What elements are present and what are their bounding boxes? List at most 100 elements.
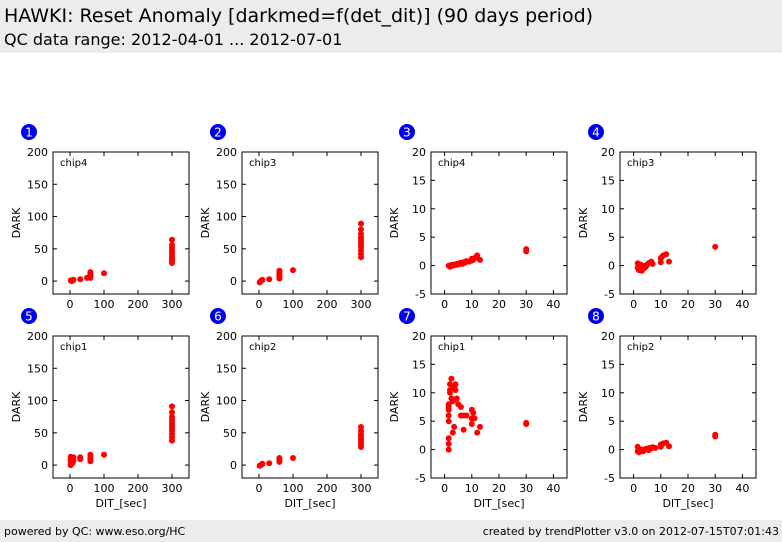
data-point (169, 409, 175, 416)
chip-label: chip2 (249, 342, 276, 353)
data-point (259, 276, 266, 283)
x-axis-label: DIT_[sec] (662, 497, 713, 510)
data-point (471, 415, 478, 422)
panel-number: 1 (25, 126, 33, 140)
data-point (77, 454, 84, 461)
data-point (358, 226, 364, 233)
data-point (169, 236, 175, 243)
data-point (266, 460, 273, 467)
data-point (169, 241, 175, 248)
data-point (87, 269, 94, 276)
x-tick-label: 30 (708, 482, 722, 495)
y-tick-label: 0 (230, 459, 237, 472)
panel-number: 2 (214, 126, 222, 140)
y-tick-label: 5 (419, 415, 426, 428)
y-tick-label: 20 (601, 146, 615, 159)
panel-number-badge (21, 124, 37, 140)
data-point (457, 404, 464, 410)
x-axis-label: DIT_[sec] (473, 497, 524, 510)
y-tick-label: 20 (412, 146, 426, 159)
x-tick-label: 300 (351, 298, 372, 311)
x-tick-label: 10 (465, 482, 479, 495)
y-tick-label: 50 (34, 427, 48, 440)
data-point (290, 267, 296, 274)
x-tick-label: 20 (492, 482, 506, 495)
y-tick-label: 5 (608, 415, 615, 428)
data-point (445, 440, 452, 447)
x-tick-label: 0 (441, 298, 448, 311)
y-axis-label: DARK (199, 391, 212, 422)
panel-number: 4 (592, 126, 600, 140)
panel-number-badge (210, 124, 226, 140)
y-tick-label: 150 (27, 362, 48, 375)
y-tick-label: 150 (216, 178, 237, 191)
data-point (70, 454, 77, 461)
x-tick-label: 20 (681, 298, 695, 311)
y-tick-label: 0 (41, 275, 48, 288)
data-point (266, 276, 273, 283)
data-point (712, 431, 719, 438)
panel-number-badge (210, 308, 226, 324)
chip-label: chip4 (60, 158, 87, 169)
y-tick-label: 200 (27, 146, 48, 159)
y-axis-label: DARK (577, 391, 590, 422)
y-axis-label: DARK (10, 391, 23, 422)
y-axis-label: DARK (577, 207, 590, 238)
x-tick-label: 40 (735, 482, 749, 495)
data-point (452, 381, 459, 388)
y-tick-label: 100 (216, 395, 237, 408)
panel-number: 8 (592, 310, 600, 324)
chip-label: chip4 (438, 158, 465, 169)
y-tick-label: 200 (216, 330, 237, 343)
y-axis-label: DARK (388, 391, 401, 422)
data-point (448, 375, 455, 382)
x-tick-label: 40 (546, 298, 560, 311)
x-tick-label: 10 (654, 298, 668, 311)
panel-number: 3 (403, 126, 411, 140)
data-point (276, 267, 283, 274)
panel-number-badge (399, 124, 415, 140)
plot-panel-8: 0 10 20 30 40 -5 0 5 10 15 20 DARK DIT_[sec] chip2 8 (577, 308, 757, 510)
y-tick-label: 0 (230, 275, 237, 288)
data-point (70, 276, 77, 283)
data-point (468, 421, 475, 427)
plot-panel-6: 0 100 200 300 0 50 100 150 200 DARK DIT_[sec] chip2… (199, 308, 379, 510)
panel-number-badge (21, 308, 37, 324)
chip-label: chip1 (60, 342, 87, 353)
data-point (460, 426, 467, 433)
y-tick-label: 0 (41, 459, 48, 472)
plot-frame (52, 335, 190, 479)
report-footer: powered by QC: www.eso.org/HC created by… (0, 520, 782, 542)
panel-number: 5 (25, 310, 33, 324)
x-tick-label: 200 (317, 298, 338, 311)
x-tick-label: 200 (317, 482, 338, 495)
x-tick-label: 10 (654, 482, 668, 495)
x-tick-label: 0 (256, 482, 263, 495)
data-point (77, 276, 84, 283)
y-tick-label: 150 (216, 362, 237, 375)
data-point (477, 256, 483, 263)
data-point (666, 443, 672, 450)
x-tick-label: 100 (283, 482, 304, 495)
x-tick-label: 100 (94, 298, 115, 311)
panel-number-badge (588, 308, 604, 324)
x-tick-label: 0 (67, 482, 74, 495)
y-tick-label: 50 (34, 243, 48, 256)
y-tick-label: 5 (419, 231, 426, 244)
y-axis-label: DARK (388, 207, 401, 238)
plot-panel-4: 0 10 20 30 40 -5 0 5 10 15 20 DARK chip3 4 (577, 124, 757, 311)
data-point (101, 270, 107, 277)
y-tick-label: 15 (601, 358, 615, 371)
y-tick-label: 0 (608, 260, 615, 273)
y-tick-label: 100 (216, 211, 237, 224)
y-tick-label: 50 (223, 427, 237, 440)
y-axis-label: DARK (10, 207, 23, 238)
chip-label: chip2 (627, 342, 654, 353)
data-point (652, 444, 659, 451)
data-point (452, 387, 459, 393)
x-tick-label: 20 (492, 298, 506, 311)
y-tick-label: -5 (604, 472, 615, 485)
data-point (477, 423, 483, 430)
page-title: HAWKI: Reset Anomaly [darkmed=f(det_dit)… (4, 5, 594, 27)
